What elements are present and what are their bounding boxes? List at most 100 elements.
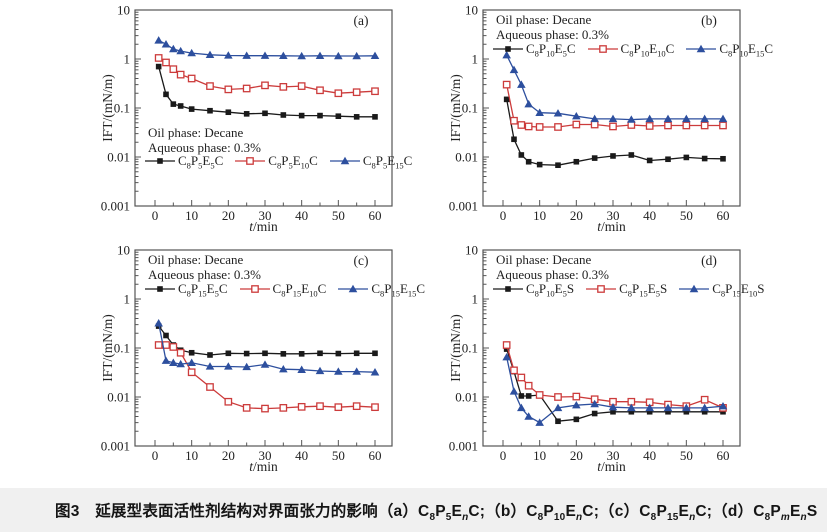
- data-point-marker: [627, 403, 636, 412]
- svg-text:0.01: 0.01: [107, 390, 130, 405]
- data-point-marker: [590, 114, 599, 123]
- data-point-marker: [177, 103, 184, 109]
- data-point-marker: [187, 368, 196, 377]
- data-point-marker: [334, 367, 343, 375]
- data-point-marker: [645, 122, 654, 130]
- legend-label: C8P15E15C: [371, 281, 426, 299]
- data-point-marker: [297, 82, 306, 90]
- series-0: [503, 346, 726, 425]
- legend-item: C8P15E10C: [239, 281, 326, 298]
- data-point-marker: [572, 112, 581, 120]
- subplot-c: 0 10 20 30 40 50 60 10 1 0.1 0.01 0.001 IFT/(mN/m) …: [0, 240, 425, 480]
- data-point-marker: [242, 51, 251, 59]
- data-point-marker: [352, 402, 361, 411]
- series-0: [155, 63, 378, 120]
- data-point-marker: [187, 74, 196, 83]
- data-point-marker: [682, 114, 691, 123]
- data-point-marker: [316, 86, 324, 95]
- data-point-marker: [609, 122, 617, 131]
- svg-text:20: 20: [570, 208, 583, 223]
- subplot-a: 0 10 20 30 40 50 60 10 1 0.1 0.01 0.001 IFT/(mN/m) …: [0, 0, 413, 240]
- svg-text:1: 1: [124, 292, 131, 307]
- data-point-marker: [524, 122, 533, 131]
- data-point-marker: [260, 51, 270, 59]
- svg-text:0: 0: [152, 448, 159, 463]
- data-point-marker: [316, 402, 324, 411]
- data-point-marker: [598, 45, 607, 53]
- y-axis: 10 1 0.1 0.01 0.001: [101, 243, 141, 454]
- data-point-marker: [352, 88, 361, 97]
- legend-item: C8P15E5C: [144, 281, 228, 298]
- legend-item: C8P10E5S: [492, 281, 574, 298]
- data-point-marker: [505, 286, 511, 292]
- legend-label: C8P10E10C: [620, 41, 675, 59]
- legend-item: C8P15E10S: [678, 281, 765, 299]
- legend-label: C8P5E5C: [178, 153, 224, 171]
- data-point-marker: [205, 362, 215, 370]
- series-1: [502, 341, 727, 412]
- data-point-marker: [597, 285, 605, 293]
- data-point-marker: [555, 418, 561, 425]
- svg-text:1: 1: [124, 52, 131, 67]
- data-point-marker: [517, 80, 526, 88]
- data-point-marker: [157, 158, 163, 164]
- data-point-marker: [352, 367, 361, 375]
- legend: C8P10E5C C8P10E10C C8P10E15C: [492, 41, 773, 59]
- legend-marker: [145, 158, 175, 164]
- legend-marker: [686, 44, 717, 53]
- legend-item: C8P10E15C: [685, 41, 773, 58]
- data-point-marker: [645, 114, 654, 123]
- series-2: [154, 36, 380, 60]
- x-axis-label: t/min: [597, 219, 626, 234]
- x-axis-label: t/min: [249, 459, 278, 474]
- x-axis: 0 10 20 30 40 50 60: [152, 440, 382, 463]
- data-point-marker: [700, 403, 709, 412]
- legend-marker: [493, 286, 523, 292]
- data-point-marker: [371, 403, 379, 412]
- data-point-marker: [340, 156, 350, 165]
- data-point-marker: [334, 403, 343, 412]
- panel-label: (b): [701, 13, 717, 28]
- data-point-marker: [169, 44, 178, 53]
- data-point-marker: [610, 408, 616, 415]
- data-point-marker: [154, 54, 163, 62]
- data-point-marker: [262, 350, 268, 357]
- data-point-marker: [161, 40, 171, 48]
- data-point-marker: [154, 36, 163, 44]
- data-point-marker: [663, 403, 673, 412]
- y-axis: 10 1 0.1 0.01 0.001: [449, 243, 489, 454]
- annotation-line: Oil phase: Decane: [496, 252, 592, 267]
- svg-text:60: 60: [369, 448, 382, 463]
- panel-label: (c): [353, 253, 369, 268]
- annotation-line: Aqueous phase: 0.3%: [148, 266, 262, 282]
- data-point-marker: [297, 365, 306, 373]
- data-point-marker: [224, 362, 233, 370]
- data-point-marker: [553, 109, 563, 117]
- data-point-marker: [665, 156, 671, 163]
- svg-text:50: 50: [332, 208, 345, 223]
- plot-area-a: 0 10 20 30 40 50 60 10 1 0.1 0.01 0.001: [101, 3, 393, 223]
- legend-label: C8P15E10S: [712, 281, 765, 299]
- annotation-text: Oil phase: Decane Aqueous phase: 0.3%: [496, 252, 609, 282]
- data-point-marker: [535, 108, 544, 116]
- data-point-marker: [610, 153, 616, 159]
- data-point-marker: [720, 155, 726, 162]
- legend-label: C8P5E10C: [268, 153, 318, 171]
- data-point-marker: [163, 91, 169, 98]
- data-point-marker: [176, 348, 185, 357]
- data-point-marker: [701, 408, 708, 415]
- data-point-marker: [665, 408, 671, 415]
- data-point-marker: [187, 358, 196, 366]
- data-point-marker: [718, 114, 728, 123]
- data-point-marker: [176, 70, 185, 79]
- data-point-marker: [207, 352, 213, 358]
- legend: C8P5E5C C8P5E10C C8P5E15C: [144, 153, 412, 171]
- data-point-marker: [627, 115, 636, 123]
- data-point-marker: [246, 157, 255, 165]
- data-point-marker: [154, 341, 163, 349]
- svg-text:30: 30: [259, 208, 272, 223]
- svg-text:10: 10: [185, 448, 198, 463]
- data-point-marker: [518, 393, 525, 399]
- legend-label: C8P10E5C: [526, 41, 576, 59]
- svg-text:0.001: 0.001: [101, 439, 130, 454]
